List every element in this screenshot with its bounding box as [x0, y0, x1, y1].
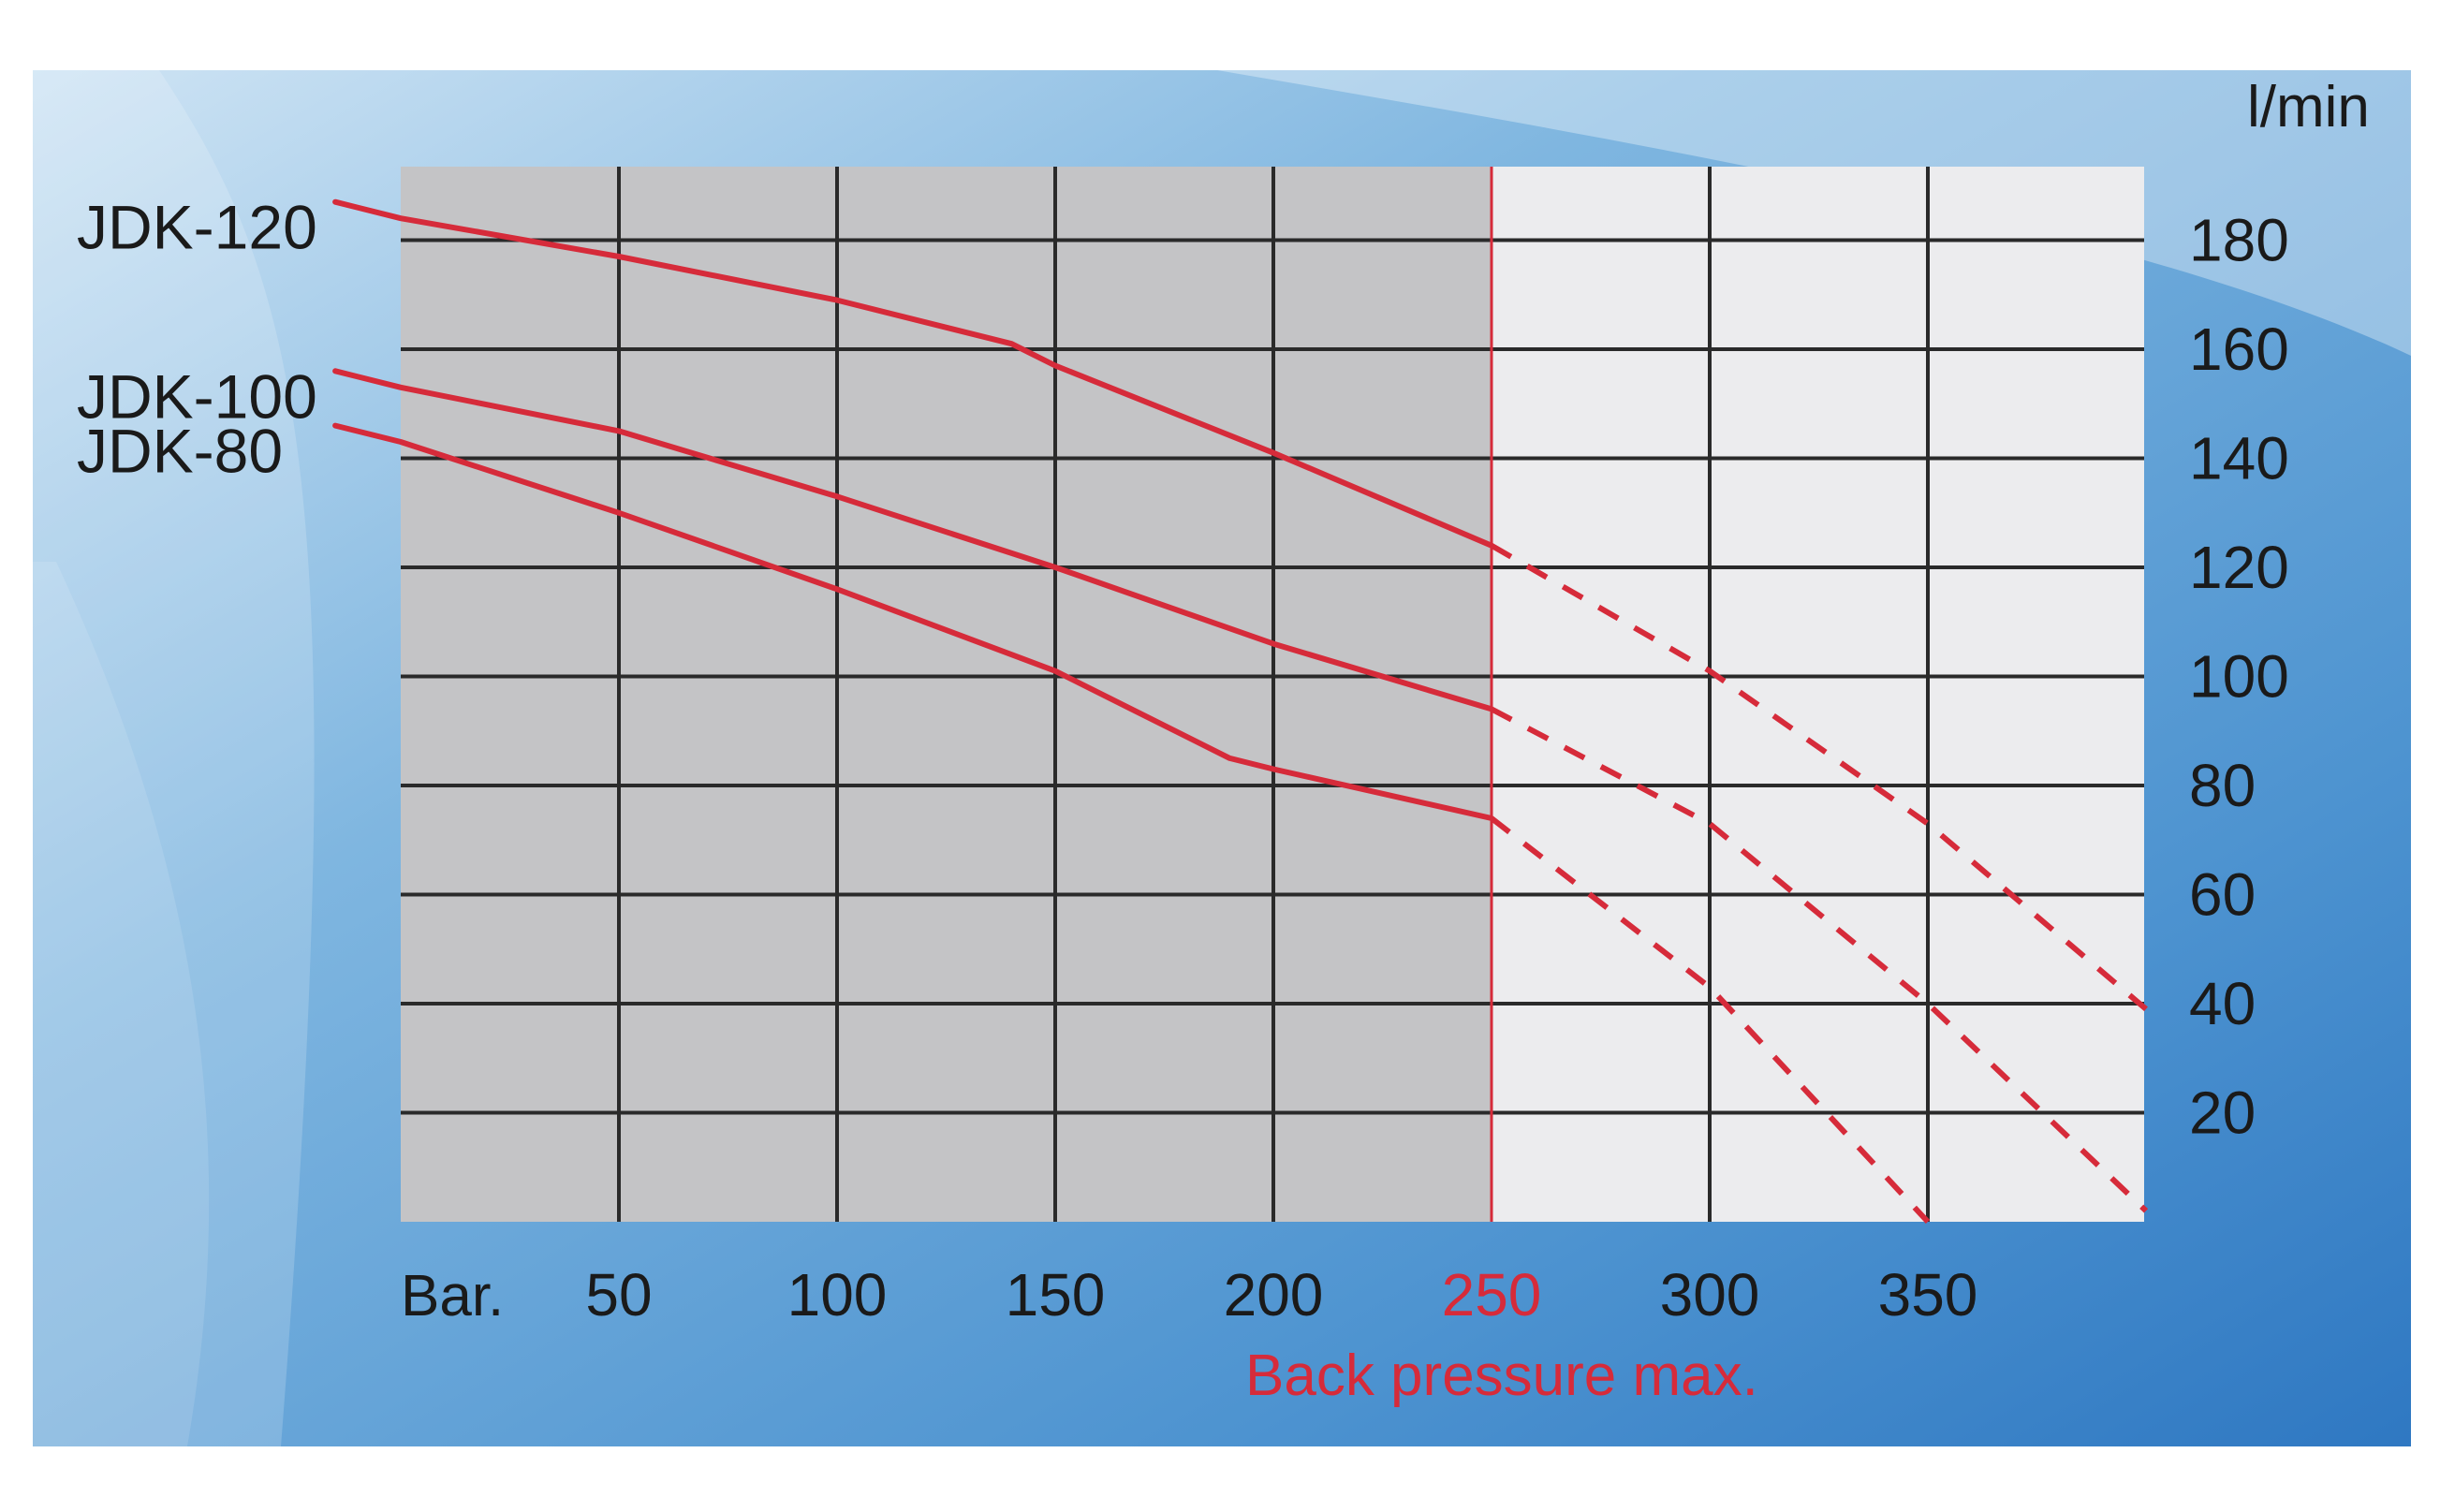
series-line-dashed-jdk-80: [1490, 815, 1931, 1225]
series-line-dashed-jdk-120: [1490, 543, 2148, 1012]
x-tick-label-300: 300: [1660, 1261, 1760, 1329]
x-tick-label-150: 150: [1006, 1261, 1106, 1329]
x-tick-label-350: 350: [1878, 1261, 1978, 1329]
x-tick-labels: 50 100 150 200 250 300 350: [585, 1261, 1977, 1329]
y-tick-label-100: 100: [2189, 643, 2289, 711]
series-label-jdk-100: JDK-100: [77, 361, 317, 431]
y-tick-label-140: 140: [2189, 425, 2289, 492]
series-line-jdk-100: [332, 368, 1494, 712]
series-line-jdk-120: [332, 198, 1494, 549]
x-tick-label-250: 250: [1442, 1261, 1542, 1329]
x-tick-label-200: 200: [1224, 1261, 1324, 1329]
y-tick-label-80: 80: [2189, 752, 2256, 819]
x-axis-unit-label: Bar.: [401, 1264, 504, 1329]
y-tick-label-120: 120: [2189, 534, 2289, 601]
back-pressure-max-label: Back pressure max.: [1245, 1343, 1758, 1408]
series-line-jdk-80: [332, 422, 1494, 821]
plot-area-beyond-max: [1492, 167, 2144, 1222]
x-tick-label-100: 100: [787, 1261, 888, 1329]
y-tick-label-60: 60: [2189, 861, 2256, 929]
y-tick-label-20: 20: [2189, 1079, 2256, 1147]
y-axis-unit-label: l/min: [2247, 75, 2370, 139]
x-tick-label-50: 50: [585, 1261, 652, 1329]
series-line-dashed-jdk-100: [1490, 706, 2149, 1213]
y-tick-label-180: 180: [2189, 207, 2289, 274]
series-label-jdk-80: JDK-80: [77, 417, 283, 486]
series-lines: [332, 198, 2149, 1225]
plot-area-operating: [401, 167, 1492, 1222]
grid: [401, 167, 2144, 1222]
y-tick-label-40: 40: [2189, 970, 2256, 1037]
series-label-jdk-120: JDK-120: [77, 193, 317, 262]
y-tick-label-160: 160: [2189, 316, 2289, 383]
y-tick-labels: 20 40 60 80 100 120 140 160 180: [2189, 207, 2289, 1147]
